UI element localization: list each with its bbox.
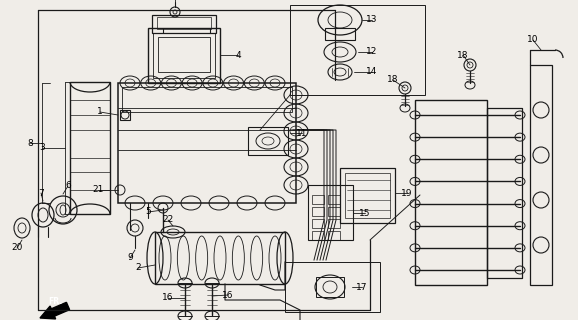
Bar [415,100,487,285]
Text: 6: 6 [65,181,71,190]
Text: 13: 13 [366,15,378,25]
Bar [312,231,324,240]
Bar [148,28,220,83]
Bar [312,207,324,216]
Text: 1: 1 [97,108,103,116]
Text: 19: 19 [169,0,181,2]
Bar [285,262,380,312]
Text: 18: 18 [387,76,399,84]
Text: 11: 11 [297,129,307,138]
Text: 9: 9 [127,253,133,262]
Bar [312,195,324,204]
Bar [122,87,292,112]
Bar [290,5,425,95]
Text: 4: 4 [235,51,241,60]
Text: 18: 18 [457,51,469,60]
Bar [340,168,395,223]
Bar [312,219,324,228]
Text: FR.: FR. [48,298,62,307]
Text: 21: 21 [92,186,103,195]
Bar [487,108,522,278]
Text: 20: 20 [12,244,23,252]
Bar [328,207,340,216]
Bar [248,127,288,155]
Text: 16: 16 [162,293,174,302]
Bar [325,28,355,40]
Text: 16: 16 [223,291,234,300]
Bar [155,232,285,284]
Bar [316,277,344,297]
Bar [118,83,296,203]
Bar [345,173,390,218]
Bar [308,185,353,240]
Bar [70,82,110,214]
Text: 15: 15 [360,209,370,218]
Bar [530,65,552,285]
Bar [328,231,340,240]
Bar [328,195,340,204]
Bar [487,108,522,278]
Bar [328,219,340,228]
Text: 19: 19 [401,188,413,197]
Text: 7: 7 [38,188,44,197]
Text: 3: 3 [39,143,45,153]
Text: 2: 2 [135,263,141,273]
Bar [120,110,130,120]
Text: 14: 14 [366,68,377,76]
Bar [152,15,216,33]
Text: 22: 22 [162,215,173,225]
Text: 5: 5 [145,207,151,217]
Bar [158,37,210,72]
Bar [153,33,215,78]
FancyArrow shape [40,302,69,319]
Text: 12: 12 [366,47,377,57]
Bar [157,17,211,29]
Text: 10: 10 [527,36,539,44]
Text: 8: 8 [27,139,33,148]
Text: 17: 17 [356,283,368,292]
